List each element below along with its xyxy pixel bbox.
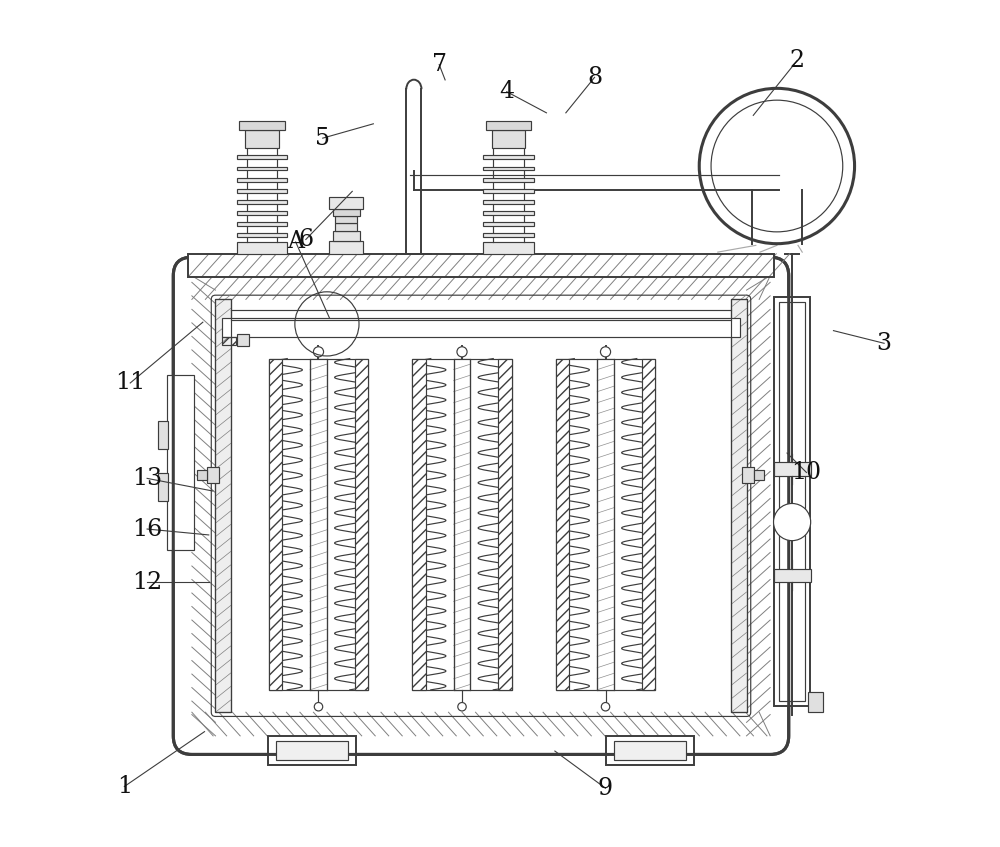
Bar: [237, 334, 249, 346]
Bar: [222, 318, 740, 336]
Bar: [237, 189, 287, 192]
Bar: [237, 167, 287, 170]
Bar: [355, 358, 368, 689]
Bar: [731, 299, 747, 712]
Bar: [483, 242, 534, 254]
Bar: [269, 358, 282, 689]
Text: 4: 4: [499, 80, 514, 103]
Bar: [268, 736, 356, 766]
Text: 5: 5: [315, 127, 330, 150]
Bar: [333, 231, 360, 241]
Text: 10: 10: [791, 461, 822, 484]
Bar: [237, 200, 287, 203]
Bar: [335, 216, 357, 223]
Bar: [269, 358, 368, 689]
Bar: [556, 358, 655, 689]
Bar: [237, 242, 287, 254]
Bar: [188, 254, 774, 278]
Circle shape: [457, 346, 467, 357]
Text: 6: 6: [298, 228, 313, 251]
Circle shape: [458, 702, 466, 711]
Circle shape: [601, 702, 610, 711]
Bar: [412, 358, 426, 689]
Bar: [483, 178, 534, 181]
Circle shape: [600, 346, 611, 357]
Bar: [239, 121, 285, 130]
Text: 3: 3: [877, 332, 892, 355]
Circle shape: [699, 88, 855, 244]
Bar: [188, 254, 774, 278]
Text: A: A: [287, 230, 304, 253]
Bar: [642, 358, 655, 689]
Text: 12: 12: [132, 571, 162, 594]
Bar: [483, 233, 534, 237]
Text: 2: 2: [790, 49, 805, 72]
Bar: [483, 222, 534, 226]
Text: 13: 13: [132, 467, 162, 490]
Bar: [276, 741, 348, 761]
Text: 11: 11: [115, 372, 145, 395]
Bar: [237, 211, 287, 215]
Bar: [412, 358, 512, 689]
Text: 9: 9: [598, 777, 613, 800]
Bar: [483, 156, 534, 159]
Bar: [483, 167, 534, 170]
Circle shape: [314, 702, 323, 711]
Bar: [215, 299, 231, 712]
Bar: [774, 296, 810, 706]
Bar: [237, 233, 287, 237]
Bar: [222, 336, 236, 345]
Bar: [310, 358, 327, 689]
Bar: [158, 473, 168, 501]
Bar: [774, 462, 811, 475]
Bar: [329, 241, 363, 254]
Bar: [329, 197, 363, 209]
Bar: [498, 358, 512, 689]
Text: 16: 16: [132, 518, 162, 540]
Bar: [197, 470, 207, 480]
Bar: [483, 189, 534, 192]
Bar: [486, 121, 531, 130]
Bar: [774, 568, 811, 582]
Bar: [808, 692, 823, 712]
Bar: [215, 299, 231, 712]
Bar: [731, 299, 747, 712]
Text: 8: 8: [587, 66, 602, 89]
Bar: [207, 468, 219, 483]
Text: 1: 1: [117, 775, 132, 798]
Bar: [245, 130, 279, 148]
Bar: [237, 222, 287, 226]
Bar: [237, 178, 287, 181]
Bar: [237, 156, 287, 159]
Circle shape: [313, 346, 324, 357]
Bar: [483, 211, 534, 215]
Bar: [483, 200, 534, 203]
Circle shape: [774, 503, 811, 540]
Bar: [597, 358, 614, 689]
FancyBboxPatch shape: [173, 257, 789, 755]
Bar: [167, 375, 194, 551]
Bar: [333, 209, 360, 216]
FancyBboxPatch shape: [211, 295, 751, 717]
Bar: [779, 302, 805, 701]
Bar: [335, 223, 357, 231]
Bar: [454, 358, 470, 689]
Text: 7: 7: [432, 53, 447, 76]
Bar: [754, 470, 764, 480]
Bar: [742, 468, 754, 483]
Bar: [614, 741, 686, 761]
Bar: [556, 358, 569, 689]
Bar: [492, 130, 525, 148]
Bar: [158, 421, 168, 449]
Bar: [606, 736, 694, 766]
